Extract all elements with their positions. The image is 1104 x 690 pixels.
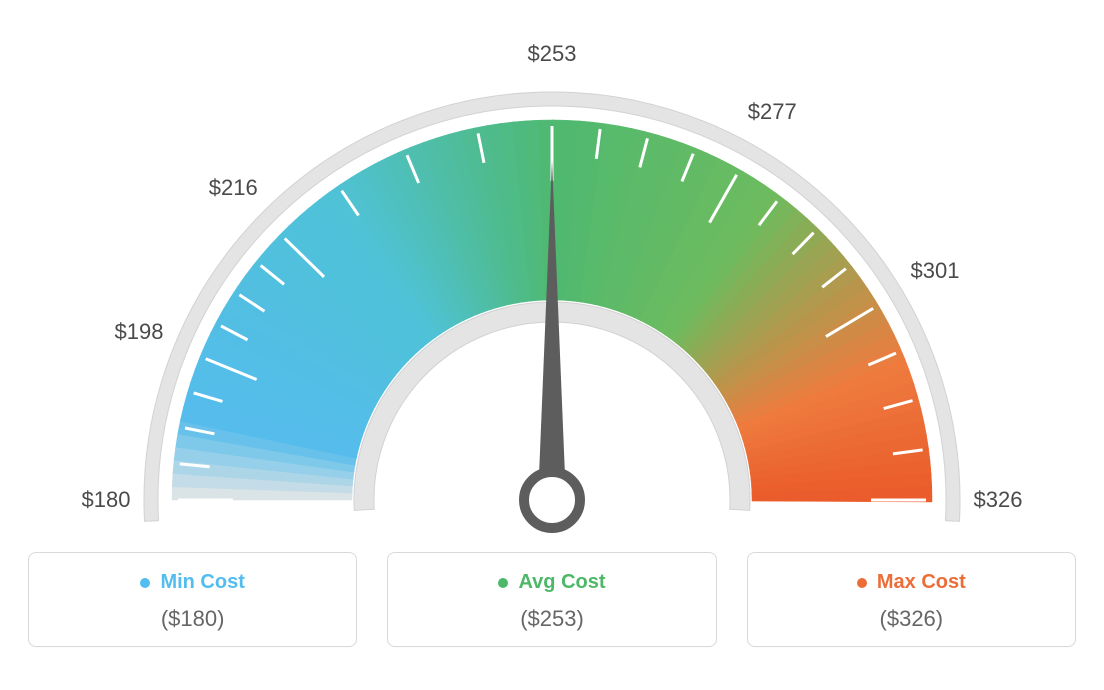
summary-cards: Min Cost ($180) Avg Cost ($253) Max Cost…: [0, 552, 1104, 647]
min-cost-value: ($180): [29, 606, 356, 632]
max-cost-label-text: Max Cost: [877, 571, 966, 594]
gauge-tick-label: $277: [748, 99, 797, 125]
min-cost-dot: [140, 578, 150, 588]
gauge-tick-label: $253: [528, 41, 577, 67]
gauge-tick-label: $216: [209, 175, 258, 201]
avg-cost-value: ($253): [388, 606, 715, 632]
cost-gauge: $180 $198 $216 $253 $277 $301 $326: [0, 0, 1104, 560]
gauge-tick-label: $326: [974, 487, 1023, 513]
max-cost-card: Max Cost ($326): [747, 552, 1076, 647]
min-cost-label-text: Min Cost: [160, 571, 244, 594]
gauge-tick-label: $180: [82, 487, 131, 513]
min-cost-label: Min Cost: [140, 571, 244, 594]
gauge-tick-label: $301: [911, 258, 960, 284]
max-cost-dot: [857, 578, 867, 588]
avg-cost-dot: [498, 578, 508, 588]
avg-cost-label-text: Avg Cost: [518, 571, 605, 594]
avg-cost-card: Avg Cost ($253): [387, 552, 716, 647]
max-cost-value: ($326): [748, 606, 1075, 632]
gauge-tick-label: $198: [115, 319, 164, 345]
min-cost-card: Min Cost ($180): [28, 552, 357, 647]
max-cost-label: Max Cost: [857, 571, 966, 594]
avg-cost-label: Avg Cost: [498, 571, 605, 594]
